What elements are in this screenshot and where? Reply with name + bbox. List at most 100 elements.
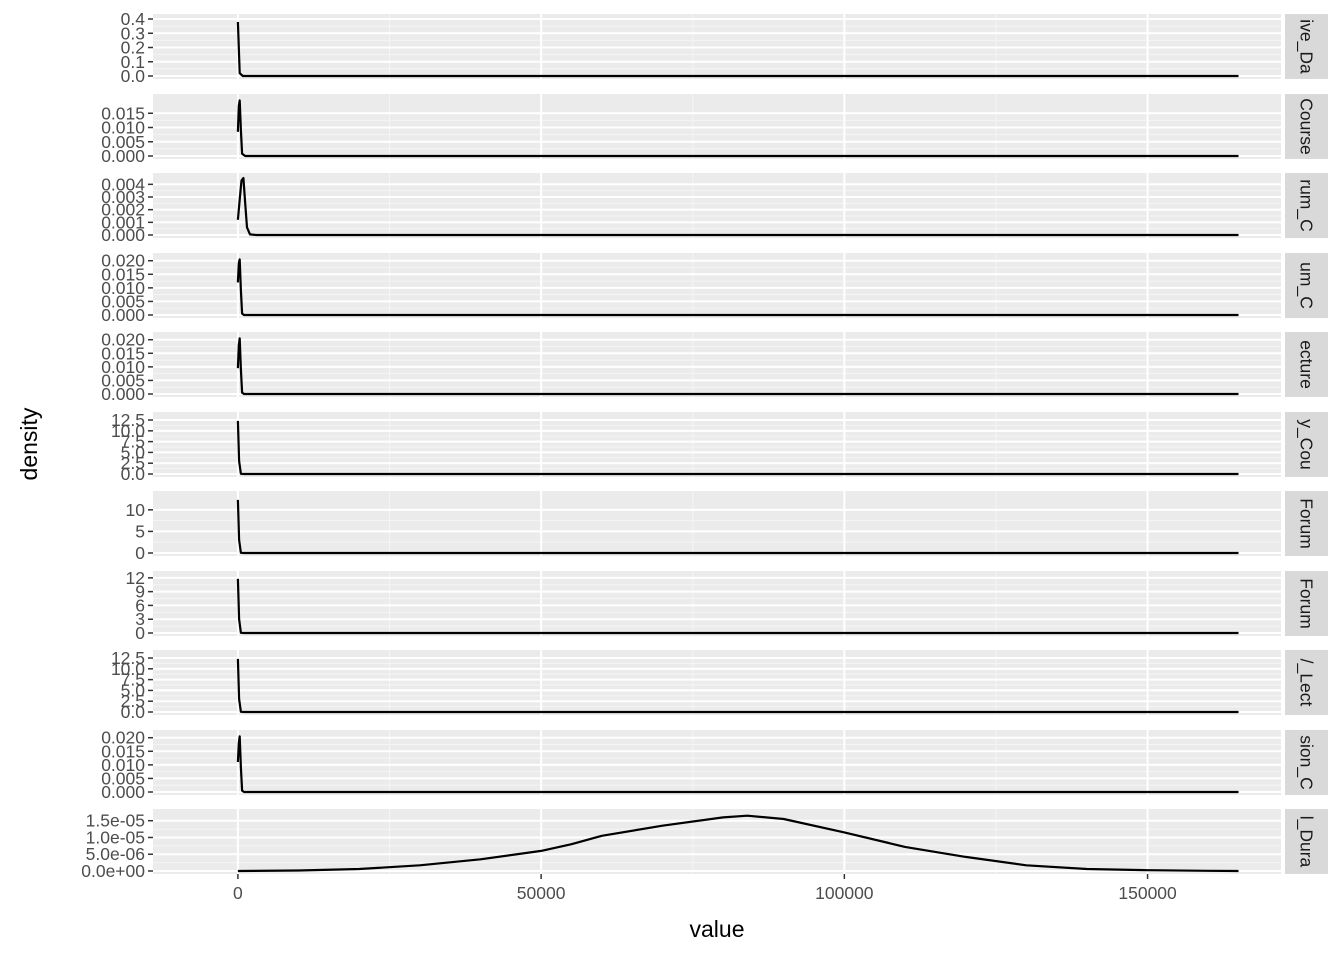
panel-background (153, 412, 1281, 477)
density-line (236, 176, 1239, 237)
strip-label: Course (1297, 98, 1317, 154)
y-tick-label: 7.5 (121, 432, 145, 452)
density-line (236, 499, 1239, 555)
strip-label: Forum (1297, 578, 1317, 629)
y-tick-label: 12.5 (111, 410, 145, 430)
x-tick-label: 0 (233, 883, 243, 903)
y-tick-label: 0.000 (101, 225, 145, 245)
y-axis-title: density (16, 407, 42, 480)
y-tick-label: 0.3 (121, 23, 145, 43)
x-axis: 0 50000 100000 150000 (233, 874, 1177, 903)
strip-label: sion_C (1296, 735, 1317, 789)
chart-panels: 0.00.10.20.30.4ive_Da0.0000.0050.0100.01… (81, 9, 1328, 881)
y-tick-label: 0.4 (121, 9, 146, 29)
y-tick-label: 0.005 (101, 768, 145, 788)
y-tick-label: 0.010 (101, 357, 145, 377)
strip-background (1285, 173, 1328, 238)
strip-label: um_C (1296, 262, 1317, 309)
y-tick-label: 0.015 (101, 103, 145, 123)
strip-label: Forum (1297, 498, 1317, 549)
density-line (236, 21, 1239, 78)
x-tick-label: 100000 (815, 883, 874, 903)
density-line (237, 814, 1239, 873)
y-tick-label: 0.004 (101, 174, 145, 194)
y-tick-label: 0 (135, 623, 145, 643)
y-tick-label: 0.010 (101, 278, 145, 298)
y-tick-label: 0.020 (101, 330, 145, 350)
y-tick-label: 0.002 (101, 200, 145, 220)
strip-label: /_Lect (1296, 659, 1317, 707)
strip-label: rum_C (1296, 179, 1317, 232)
y-tick-label: 12 (126, 568, 145, 588)
panel-background (153, 571, 1281, 636)
density-line (236, 578, 1239, 635)
facet-strip: l_Dura (1285, 809, 1328, 874)
facet-panel: 0.00.10.20.30.4 ive_Da (121, 9, 1328, 86)
facet-strip: um_C (1285, 253, 1328, 318)
strip-background (1285, 730, 1328, 795)
y-tick-label: 5 (135, 521, 145, 541)
y-tick-label: 0.0 (121, 66, 146, 86)
facet-strip: Course (1285, 94, 1328, 159)
y-tick-label: 0.1 (121, 52, 145, 72)
y-tick-label: 0.0 (121, 464, 146, 484)
density-line (236, 658, 1239, 714)
y-tick-label: 0.005 (101, 370, 145, 390)
y-tick-label: 0.2 (121, 38, 145, 58)
y-tick-label: 0.001 (101, 212, 145, 232)
facet-strip: sion_C (1285, 730, 1328, 795)
panel-background (153, 650, 1281, 715)
y-tick-label: 2.5 (121, 453, 145, 473)
panel-background (153, 332, 1281, 397)
y-tick-label: 5.0 (121, 680, 146, 700)
facet-strip: ive_Da (1285, 14, 1328, 79)
strip-background (1285, 650, 1328, 715)
facet-panel: 0.0e+005.0e-061.0e-051.5e-05 l_Dura (81, 809, 1328, 881)
y-tick-label: 0.003 (101, 187, 145, 207)
y-tick-label: 0.000 (101, 384, 145, 404)
x-tick-label: 50000 (517, 883, 566, 903)
y-tick-label: 0.000 (101, 782, 145, 802)
y-tick-label: 0.000 (101, 146, 145, 166)
density-line (236, 420, 1239, 476)
y-tick-label: 1.5e-05 (86, 811, 145, 831)
y-tick-label: 7.5 (121, 670, 145, 690)
density-line (236, 337, 1239, 396)
density-line (236, 258, 1239, 317)
y-tick-label: 12.5 (111, 648, 145, 668)
panel-background (153, 491, 1281, 556)
y-tick-label: 9 (135, 582, 145, 602)
strip-background (1285, 809, 1328, 874)
x-tick-label: 150000 (1118, 883, 1177, 903)
y-tick-label: 0.0e+00 (81, 861, 145, 881)
panel-background (153, 253, 1281, 318)
strip-label: ive_Da (1296, 19, 1317, 74)
facet-strip: ecture (1285, 332, 1328, 397)
facet-panel: 0.02.55.07.510.012.5 /_Lect (111, 648, 1328, 722)
strip-background (1285, 491, 1328, 556)
strip-background (1285, 332, 1328, 397)
y-tick-label: 6 (135, 595, 145, 615)
y-tick-label: 10.0 (111, 421, 145, 441)
y-tick-label: 0.005 (101, 291, 145, 311)
facet-strip: rum_C (1285, 173, 1328, 238)
y-tick-label: 0.015 (101, 264, 145, 284)
y-tick-label: 5.0e-06 (86, 844, 145, 864)
strip-background (1285, 412, 1328, 477)
y-tick-label: 3 (135, 609, 145, 629)
y-tick-label: 10 (126, 500, 146, 520)
y-tick-label: 0.015 (101, 343, 145, 363)
density-line (236, 99, 1239, 158)
strip-background (1285, 14, 1328, 79)
x-axis-title: value (690, 916, 745, 942)
y-tick-label: 0.020 (101, 251, 145, 271)
y-tick-label: 0.015 (101, 741, 145, 761)
